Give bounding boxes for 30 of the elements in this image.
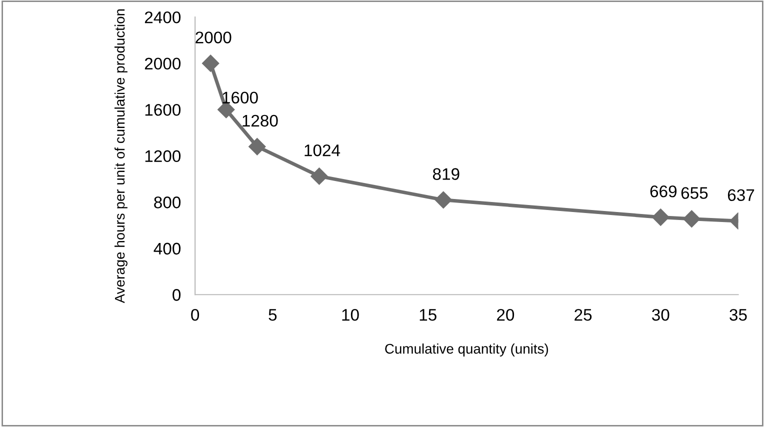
y-tick-label: 1200 xyxy=(145,150,181,162)
data-label: 655 xyxy=(681,187,708,199)
x-tick-label: 10 xyxy=(342,308,359,321)
point xyxy=(652,208,670,226)
y-axis-title: Average hours per unit of cumulative production xyxy=(114,9,128,304)
x-axis-title: Cumulative quantity (units) xyxy=(385,344,548,356)
point xyxy=(202,54,220,72)
x-tick-label: 20 xyxy=(497,308,514,321)
data-label: 1280 xyxy=(242,114,278,127)
data-label: 637 xyxy=(728,189,754,202)
y-tick-label: 2400 xyxy=(144,11,181,24)
point xyxy=(683,210,700,228)
x-tick-label: 30 xyxy=(652,308,670,321)
data-label: 2000 xyxy=(196,32,232,44)
data-label: 669 xyxy=(650,186,677,198)
data-label: 819 xyxy=(432,168,460,180)
x-tick-label: 0 xyxy=(191,308,200,321)
x-tick-label: 15 xyxy=(420,309,436,321)
x-tick-label: 25 xyxy=(574,308,592,321)
y-tick-label: 800 xyxy=(154,196,181,208)
point xyxy=(434,191,452,208)
point xyxy=(248,138,266,156)
y-tick-label: 2000 xyxy=(144,58,181,70)
y-tick-label: 400 xyxy=(154,242,181,255)
y-tick-label: 1600 xyxy=(145,104,181,116)
y-tick-label: 0 xyxy=(172,289,181,301)
point xyxy=(310,168,328,185)
data-label: 1024 xyxy=(304,144,340,156)
x-tick-label: 5 xyxy=(268,309,277,321)
x-tick-label: 35 xyxy=(730,308,747,321)
